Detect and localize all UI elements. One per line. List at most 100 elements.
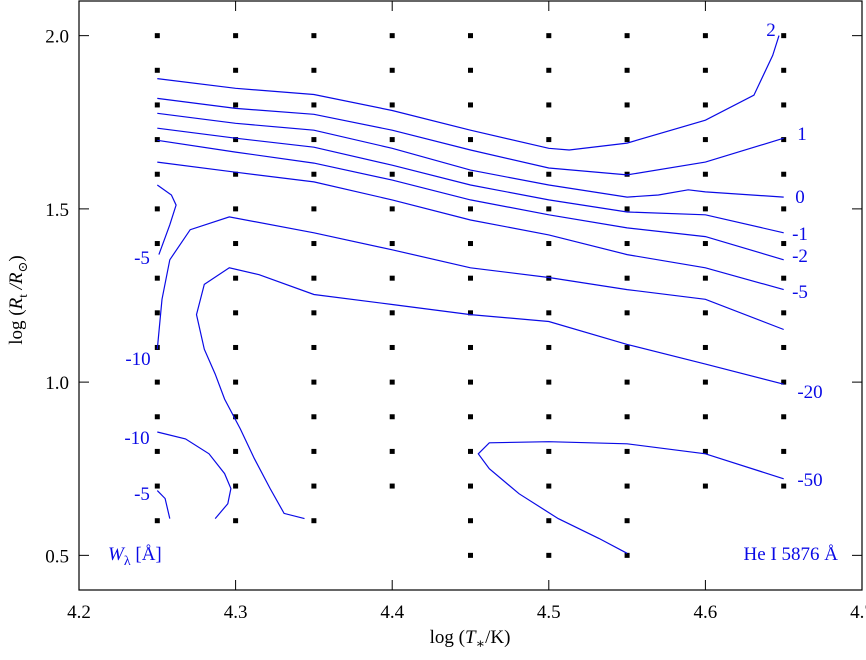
grid-point <box>154 518 160 524</box>
grid-point <box>781 379 787 385</box>
annotation-part: W <box>108 544 126 565</box>
x-axis-label-part: T <box>465 627 477 648</box>
grid-point <box>624 310 630 316</box>
contour-line <box>157 112 784 198</box>
y-axis-label: log (Rt /R⊙) <box>6 255 30 344</box>
grid-point <box>468 241 473 247</box>
grid-point <box>233 137 239 143</box>
contour-line <box>157 161 784 291</box>
grid-point <box>546 102 552 108</box>
grid-point <box>233 241 239 247</box>
grid-point <box>624 518 630 524</box>
y-tick-label: 2.0 <box>45 27 69 48</box>
grid-point <box>233 483 239 489</box>
contour-label: -5 <box>134 484 150 505</box>
grid-point <box>468 552 473 558</box>
grid-point <box>546 483 552 489</box>
contour-line <box>477 441 784 554</box>
y-axis-label-part: ⊙ <box>15 262 30 273</box>
contour-label: 0 <box>795 187 805 208</box>
grid-point <box>233 414 239 420</box>
plot-frame <box>78 0 863 591</box>
grid-point <box>154 448 160 454</box>
grid-point <box>546 171 552 177</box>
x-axis-label-part: log ( <box>430 627 465 648</box>
contour-label: -20 <box>797 382 822 403</box>
x-tick-label: 4.7 <box>850 602 866 623</box>
grid-point <box>781 137 787 143</box>
grid-point <box>468 483 473 489</box>
grid-point <box>702 206 708 212</box>
grid-point <box>781 483 787 489</box>
annotation-part: λ <box>124 554 131 569</box>
contour-label: -50 <box>797 470 822 491</box>
grid-point <box>154 414 160 420</box>
grid-point <box>389 275 395 281</box>
grid-point <box>389 344 395 350</box>
contour-line <box>157 139 784 261</box>
grid-point <box>624 67 630 73</box>
grid-point <box>389 379 395 385</box>
grid-point <box>233 33 239 39</box>
grid-point <box>781 67 787 73</box>
grid-point <box>702 379 708 385</box>
grid-point <box>781 275 787 281</box>
grid-point <box>468 171 473 177</box>
grid-point <box>311 344 317 350</box>
grid-point <box>311 448 317 454</box>
annotation: He I 5876 Å <box>744 544 839 565</box>
grid-point <box>233 102 239 108</box>
grid-point <box>546 137 552 143</box>
x-tick-label: 4.5 <box>537 602 561 623</box>
grid-point <box>233 448 239 454</box>
grid-point <box>781 344 787 350</box>
grid-point <box>624 483 630 489</box>
x-tick-label: 4.2 <box>67 602 91 623</box>
grid-point <box>546 344 552 350</box>
contour-label: -5 <box>792 282 808 303</box>
contour-label: 2 <box>766 20 776 41</box>
grid-point <box>154 310 160 316</box>
grid-point <box>781 310 787 316</box>
grid-point <box>154 275 160 281</box>
grid-point <box>389 310 395 316</box>
grid-point <box>624 275 630 281</box>
x-tick-label: 4.3 <box>224 602 248 623</box>
grid-point <box>154 171 160 177</box>
grid-point <box>702 241 708 247</box>
contour-label: -10 <box>124 428 149 449</box>
grid-point <box>389 241 395 247</box>
contour-label: -1 <box>792 224 808 245</box>
x-axis-label: log (T∗/K) <box>430 627 511 652</box>
grid-point <box>468 102 473 108</box>
grid-point <box>546 414 552 420</box>
grid-point <box>468 67 473 73</box>
grid-point <box>233 344 239 350</box>
grid-point <box>389 137 395 143</box>
grid-point <box>389 448 395 454</box>
grid-point <box>624 206 630 212</box>
grid-point <box>624 448 630 454</box>
grid-point <box>546 275 552 281</box>
y-tick-label: 1.5 <box>45 200 69 221</box>
grid-point <box>389 171 395 177</box>
grid-point <box>154 137 160 143</box>
grid-point <box>468 448 473 454</box>
grid-point <box>154 483 160 489</box>
grid-point <box>468 206 473 212</box>
grid-point <box>781 33 787 39</box>
y-tick-label: 1.0 <box>45 373 69 394</box>
grid-point <box>311 137 317 143</box>
grid-point <box>624 102 630 108</box>
grid-point <box>781 414 787 420</box>
grid-point <box>389 33 395 39</box>
contour-line <box>156 216 784 350</box>
x-tick-label: 4.4 <box>380 602 404 623</box>
grid-point <box>546 33 552 39</box>
y-axis-label-part: R <box>6 297 27 310</box>
grid-point <box>233 275 239 281</box>
grid-point <box>546 552 552 558</box>
contour-line <box>156 490 171 519</box>
grid-point <box>702 102 708 108</box>
